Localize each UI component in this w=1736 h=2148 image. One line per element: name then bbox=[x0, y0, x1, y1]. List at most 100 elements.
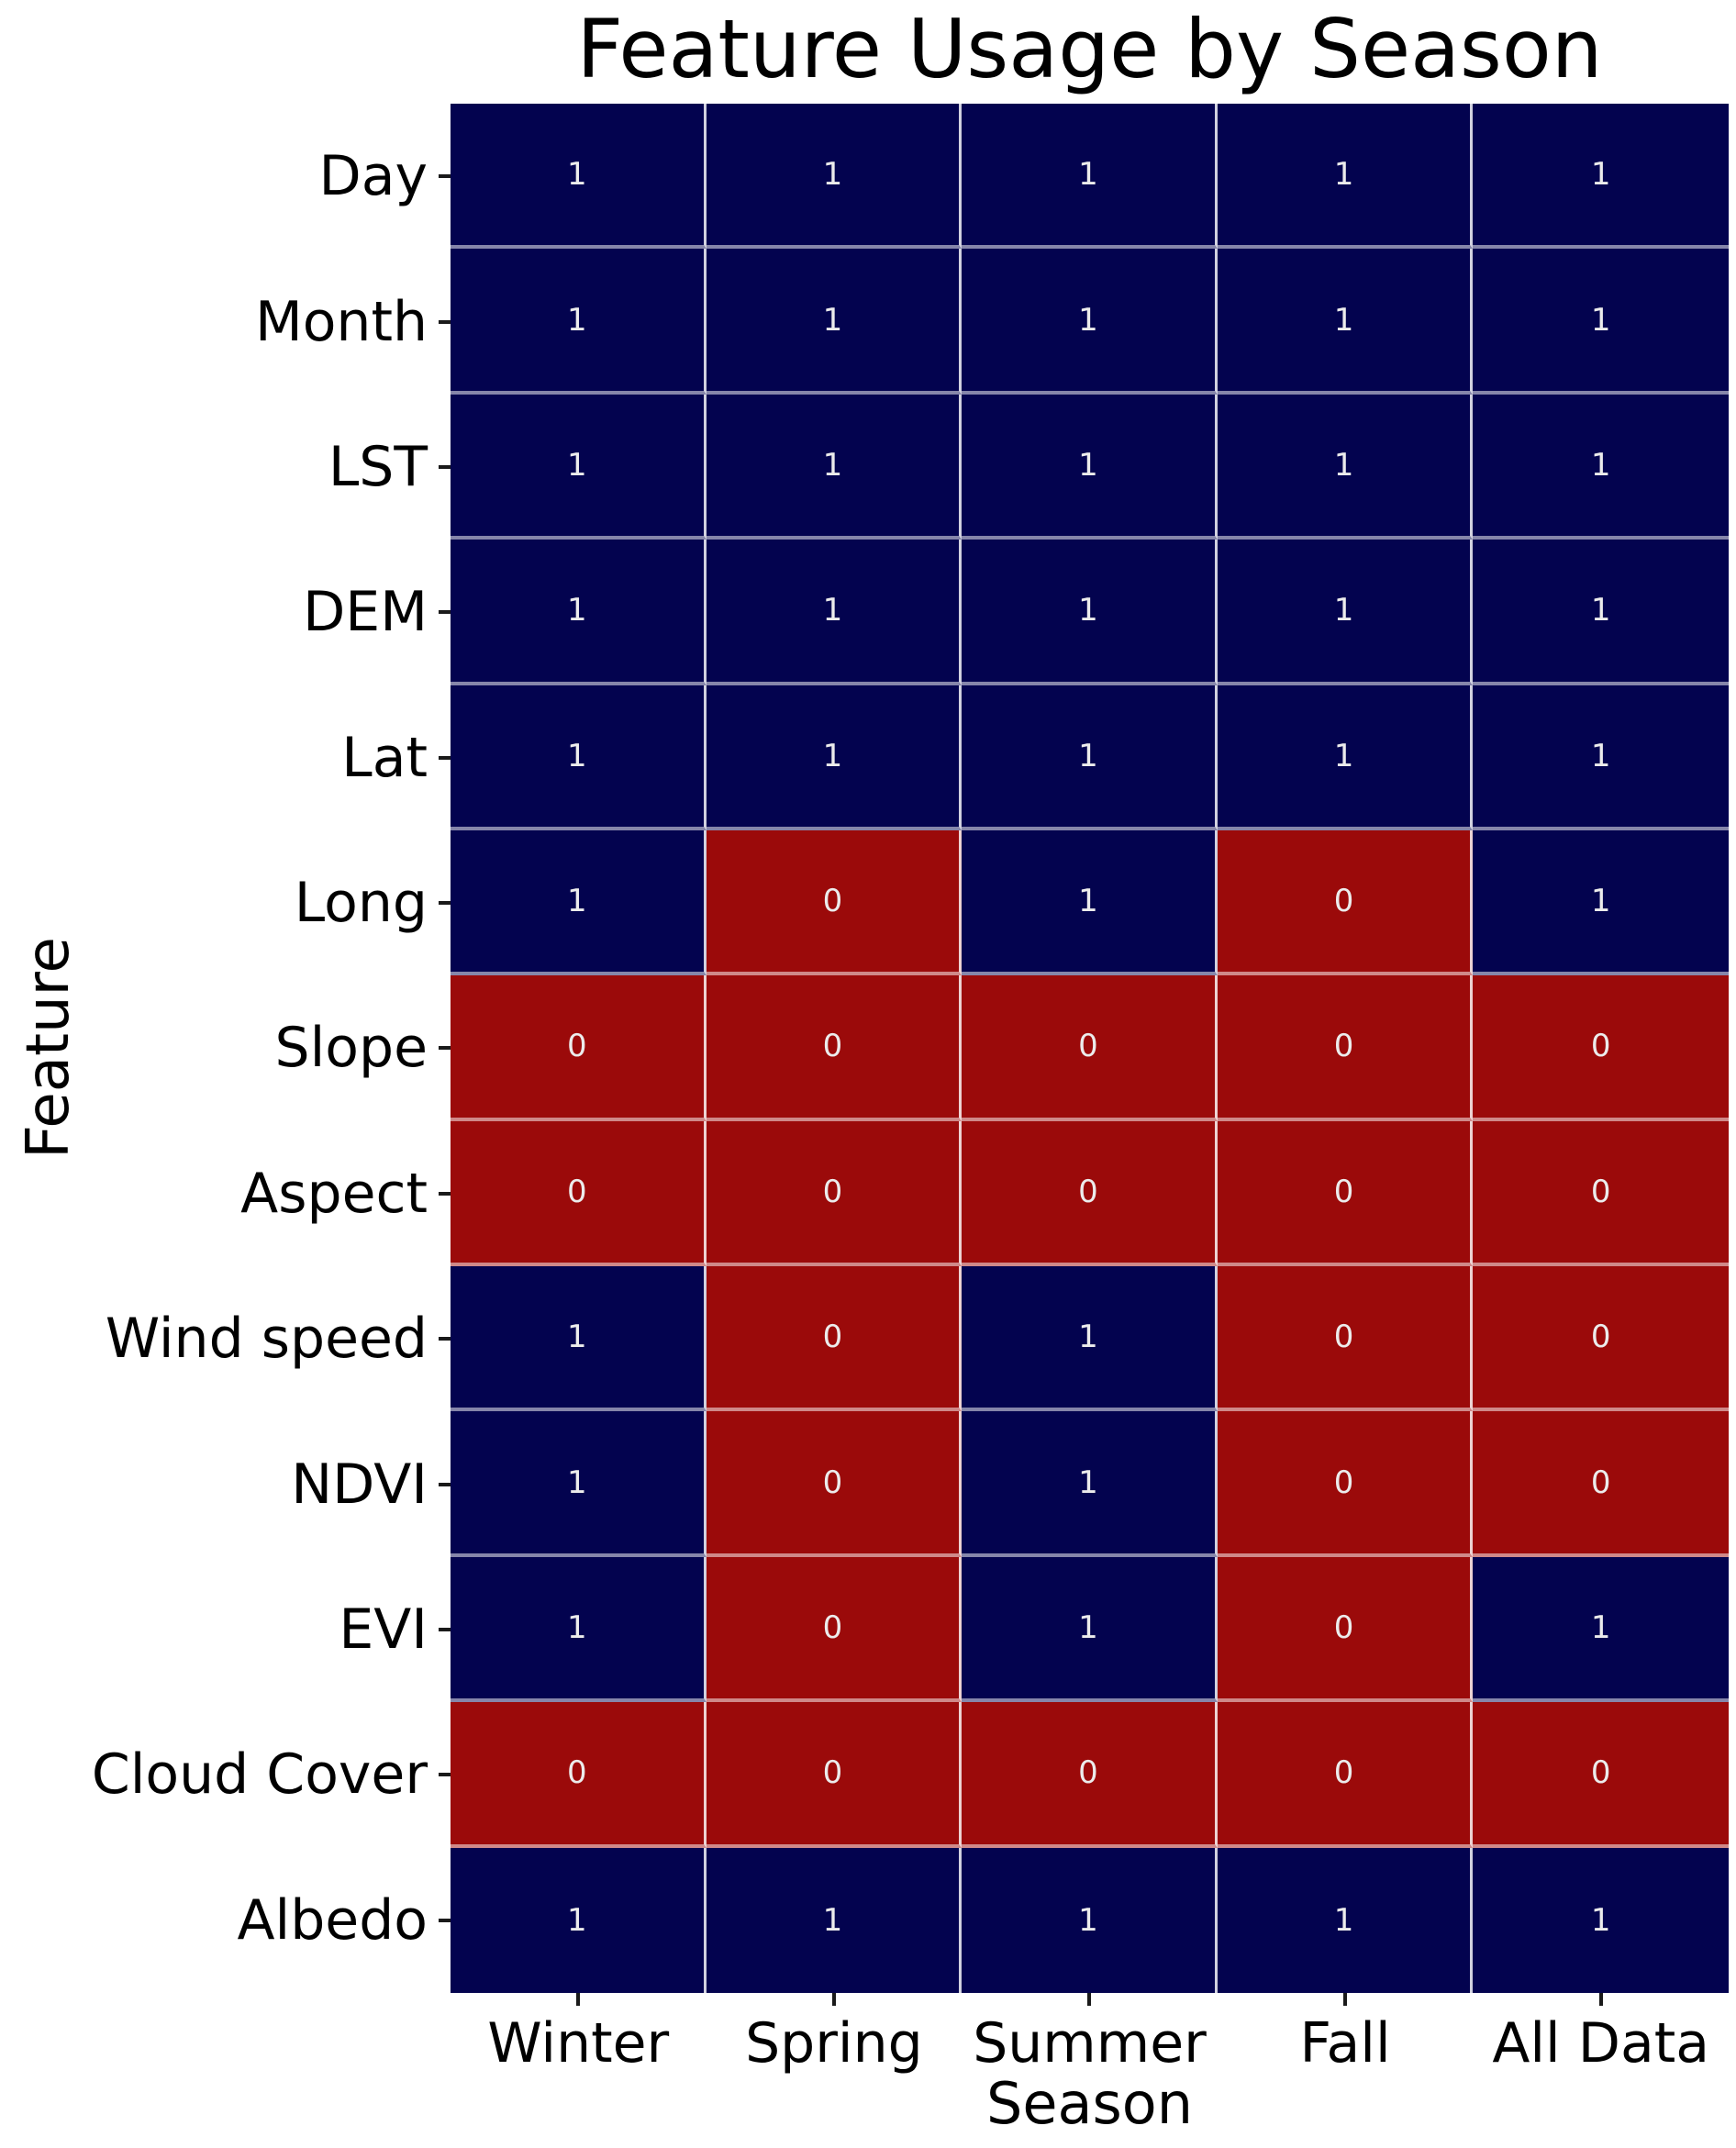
heatmap-cell-slope-winter: 0 bbox=[451, 975, 707, 1121]
heatmap-cell-cloud-cover-all-data: 0 bbox=[1473, 1702, 1729, 1848]
cell-value: 1 bbox=[566, 1901, 587, 1939]
cell-value: 0 bbox=[1333, 1173, 1354, 1210]
heatmap-cell-dem-winter: 1 bbox=[451, 540, 707, 685]
heatmap-cell-day-winter: 1 bbox=[451, 104, 707, 250]
heatmap-cell-month-summer: 1 bbox=[962, 249, 1218, 395]
heatmap-cell-lat-summer: 1 bbox=[962, 684, 1218, 830]
heatmap-cell-dem-summer: 1 bbox=[962, 540, 1218, 685]
cell-value: 0 bbox=[1590, 1173, 1611, 1210]
row-label-text: DEM bbox=[303, 580, 428, 645]
row-label-text: Aspect bbox=[240, 1161, 428, 1226]
cell-value: 0 bbox=[1333, 1464, 1354, 1501]
cell-value: 1 bbox=[1590, 446, 1611, 484]
cell-value: 1 bbox=[822, 592, 843, 629]
heatmap-cell-lst-winter: 1 bbox=[451, 394, 707, 540]
y-tick-labels: Day Month LST DEM Lat Long Slope Aspect Wind spe… bbox=[0, 104, 451, 1993]
cell-value: 1 bbox=[566, 301, 587, 339]
cell-value: 1 bbox=[1590, 156, 1611, 194]
heatmap-cell-long-fall: 0 bbox=[1217, 829, 1474, 976]
cell-value: 0 bbox=[1590, 1464, 1611, 1501]
heatmap-cell-month-winter: 1 bbox=[451, 249, 707, 395]
heatmap-cell-wind-speed-all-data: 0 bbox=[1473, 1266, 1729, 1412]
column-label-spring: Spring bbox=[707, 1993, 963, 2076]
row-label-ndvi: NDVI bbox=[0, 1411, 451, 1556]
cell-value: 1 bbox=[1078, 156, 1098, 194]
cell-value: 1 bbox=[1078, 446, 1098, 484]
heatmap-cell-cloud-cover-spring: 0 bbox=[706, 1702, 963, 1848]
cell-value: 1 bbox=[566, 883, 587, 920]
heatmap-cell-month-fall: 1 bbox=[1217, 249, 1474, 395]
heatmap-cell-long-winter: 1 bbox=[451, 829, 707, 976]
cell-value: 0 bbox=[822, 1028, 843, 1065]
y-tick-mark bbox=[439, 901, 451, 906]
heatmap-cell-wind-speed-fall: 0 bbox=[1217, 1266, 1474, 1412]
heatmap-cell-dem-fall: 1 bbox=[1217, 540, 1474, 685]
row-label-lat: Lat bbox=[0, 685, 451, 830]
y-tick-mark bbox=[439, 1773, 451, 1777]
heatmap-cell-evi-winter: 1 bbox=[451, 1556, 707, 1703]
heatmap-cell-wind-speed-spring: 0 bbox=[706, 1266, 963, 1412]
heatmap-cell-month-spring: 1 bbox=[706, 249, 963, 395]
column-label-text: All Data bbox=[1492, 2011, 1710, 2076]
column-label-summer: Summer bbox=[962, 1993, 1218, 2076]
cell-value: 0 bbox=[822, 1464, 843, 1501]
x-tick-mark bbox=[1343, 1993, 1348, 2006]
heatmap-cell-dem-all-data: 1 bbox=[1473, 540, 1729, 685]
row-label-text: EVI bbox=[339, 1597, 428, 1663]
cell-value: 1 bbox=[1078, 1609, 1098, 1647]
heatmap-cell-slope-spring: 0 bbox=[706, 975, 963, 1121]
heatmap-cell-long-summer: 1 bbox=[962, 829, 1218, 976]
x-axis-label: Season bbox=[985, 2070, 1194, 2137]
cell-value: 1 bbox=[566, 737, 587, 774]
heatmap-cell-long-all-data: 1 bbox=[1473, 829, 1729, 976]
cell-value: 1 bbox=[1590, 1609, 1611, 1647]
y-tick-mark bbox=[439, 174, 451, 179]
heatmap-cell-lst-all-data: 1 bbox=[1473, 394, 1729, 540]
heatmap-cell-ndvi-winter: 1 bbox=[451, 1411, 707, 1557]
row-label-text: Slope bbox=[274, 1016, 428, 1081]
cell-value: 0 bbox=[1590, 1319, 1611, 1356]
y-tick-mark bbox=[439, 755, 451, 760]
row-label-text: Month bbox=[254, 289, 428, 354]
cell-value: 0 bbox=[1078, 1754, 1098, 1792]
heatmap-cell-albedo-winter: 1 bbox=[451, 1847, 707, 1993]
heatmap-cell-lat-winter: 1 bbox=[451, 684, 707, 830]
cell-value: 0 bbox=[822, 1754, 843, 1792]
cell-value: 1 bbox=[1078, 592, 1098, 629]
row-label-text: Albedo bbox=[237, 1887, 428, 1953]
cell-value: 0 bbox=[822, 1173, 843, 1210]
row-label-dem: DEM bbox=[0, 540, 451, 684]
cell-value: 1 bbox=[566, 156, 587, 194]
column-label-text: Spring bbox=[745, 2011, 923, 2076]
y-tick-mark bbox=[439, 1918, 451, 1922]
cell-value: 1 bbox=[1333, 446, 1354, 484]
y-tick-mark bbox=[439, 319, 451, 324]
cell-value: 1 bbox=[566, 592, 587, 629]
cell-value: 0 bbox=[1333, 1609, 1354, 1647]
row-label-day: Day bbox=[0, 104, 451, 249]
cell-value: 1 bbox=[822, 1901, 843, 1939]
heatmap-cell-aspect-winter: 0 bbox=[451, 1120, 707, 1267]
row-label-wind-speed: Wind speed bbox=[0, 1266, 451, 1411]
x-tick-mark bbox=[1598, 1993, 1603, 2006]
column-label-all-data: All Data bbox=[1473, 1993, 1729, 2076]
cell-value: 1 bbox=[822, 446, 843, 484]
cell-value: 0 bbox=[566, 1028, 587, 1065]
cell-value: 0 bbox=[1078, 1173, 1098, 1210]
cell-value: 1 bbox=[1078, 1464, 1098, 1501]
heatmap-cell-aspect-fall: 0 bbox=[1217, 1120, 1474, 1267]
heatmap-cell-long-spring: 0 bbox=[706, 829, 963, 976]
y-tick-mark bbox=[439, 464, 451, 469]
cell-value: 0 bbox=[1333, 1319, 1354, 1356]
heatmap-cell-ndvi-spring: 0 bbox=[706, 1411, 963, 1557]
heatmap-cell-wind-speed-winter: 1 bbox=[451, 1266, 707, 1412]
cell-value: 0 bbox=[1333, 1754, 1354, 1792]
cell-value: 1 bbox=[1333, 592, 1354, 629]
cell-value: 1 bbox=[566, 1319, 587, 1356]
heatmap-cell-lat-fall: 1 bbox=[1217, 684, 1474, 830]
cell-value: 1 bbox=[1333, 737, 1354, 774]
cell-value: 1 bbox=[822, 301, 843, 339]
y-tick-mark bbox=[439, 1337, 451, 1341]
row-label-slope: Slope bbox=[0, 975, 451, 1120]
cell-value: 0 bbox=[822, 1609, 843, 1647]
